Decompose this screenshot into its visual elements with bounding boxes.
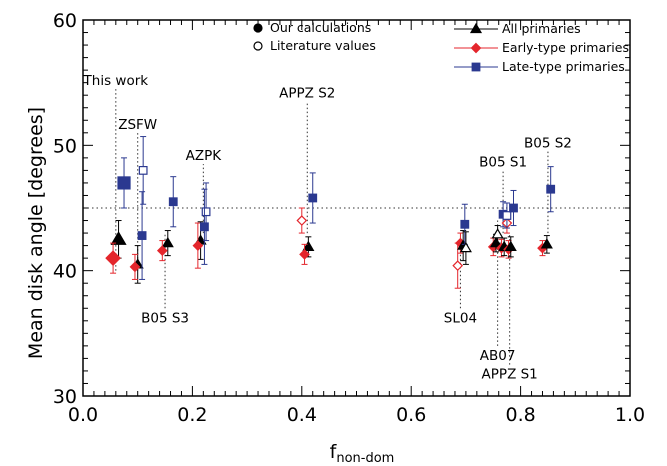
late-point bbox=[138, 166, 148, 175]
x-tick-label: 0.0 bbox=[68, 404, 98, 426]
late-point bbox=[460, 219, 470, 229]
late-point bbox=[201, 207, 211, 217]
study-label: AB07 bbox=[480, 348, 516, 364]
study-label: B05 S1 bbox=[479, 154, 527, 170]
x-tick-label: 0.6 bbox=[396, 404, 426, 426]
y-axis-title: Mean disk angle [degrees] bbox=[25, 107, 47, 359]
late-point bbox=[117, 176, 131, 190]
all-point bbox=[161, 236, 174, 248]
study-label: SL04 bbox=[444, 310, 477, 326]
legend-label: Late-type primaries bbox=[502, 59, 625, 74]
early-point bbox=[296, 215, 308, 226]
square-icon bbox=[471, 62, 481, 72]
all-point bbox=[459, 241, 472, 253]
legend-label: Early-type primaries bbox=[502, 40, 629, 55]
study-label: APPZ S2 bbox=[279, 85, 335, 101]
y-tick-label: 60 bbox=[53, 10, 77, 32]
open-circle-icon bbox=[253, 41, 263, 51]
late-point bbox=[502, 211, 512, 220]
early-point bbox=[105, 250, 121, 266]
all-point bbox=[491, 228, 504, 239]
study-label: B05 S2 bbox=[524, 136, 572, 152]
early-point bbox=[129, 261, 141, 273]
study-label: This work bbox=[83, 73, 149, 89]
late-point bbox=[308, 193, 318, 203]
legend-label: All primaries bbox=[502, 21, 581, 36]
study-label: B05 S3 bbox=[141, 310, 189, 326]
tick-labels: 0.0 0.2 0.4 0.6 0.8 1.0 30 40 50 60 bbox=[53, 10, 645, 426]
study-label: APPZ S1 bbox=[482, 367, 538, 383]
axis-ticks bbox=[82, 19, 631, 397]
all-point bbox=[504, 240, 517, 251]
early-point bbox=[299, 249, 310, 260]
study-label: ZSFW bbox=[118, 117, 157, 133]
x-tick-label: 0.2 bbox=[177, 404, 207, 426]
y-tick-label: 40 bbox=[53, 261, 77, 283]
all-point bbox=[110, 231, 127, 245]
x-tick-label: 1.0 bbox=[615, 404, 645, 426]
y-tick-label: 50 bbox=[53, 135, 77, 157]
late-point bbox=[509, 203, 518, 213]
study-label: AZPK bbox=[186, 148, 223, 164]
diamond-icon bbox=[470, 42, 482, 54]
filled-circle-icon bbox=[253, 23, 263, 33]
early-point bbox=[156, 245, 168, 256]
late-point bbox=[200, 222, 209, 232]
study-annotations: This work ZSFW B05 S3 AZPK APPZ S2 SL04 AB07 B0… bbox=[83, 73, 572, 383]
data-points bbox=[105, 136, 556, 289]
late-point bbox=[168, 197, 178, 207]
all-point bbox=[302, 240, 315, 251]
legend-label: Our calculations bbox=[270, 20, 371, 35]
late-point bbox=[137, 231, 147, 240]
legend-label: Literature values bbox=[270, 38, 376, 53]
early-point bbox=[192, 240, 204, 251]
all-point bbox=[489, 236, 503, 248]
x-axis-title: fnon-dom bbox=[330, 441, 395, 466]
x-tick-label: 0.4 bbox=[287, 404, 317, 426]
all-point bbox=[540, 238, 553, 249]
x-tick-label: 0.8 bbox=[505, 404, 535, 426]
legend: Our calculations Literature values All pri… bbox=[253, 20, 629, 74]
y-tick-label: 30 bbox=[53, 386, 77, 408]
late-point bbox=[546, 184, 556, 194]
early-point bbox=[452, 260, 464, 272]
triangle-icon bbox=[469, 22, 483, 34]
